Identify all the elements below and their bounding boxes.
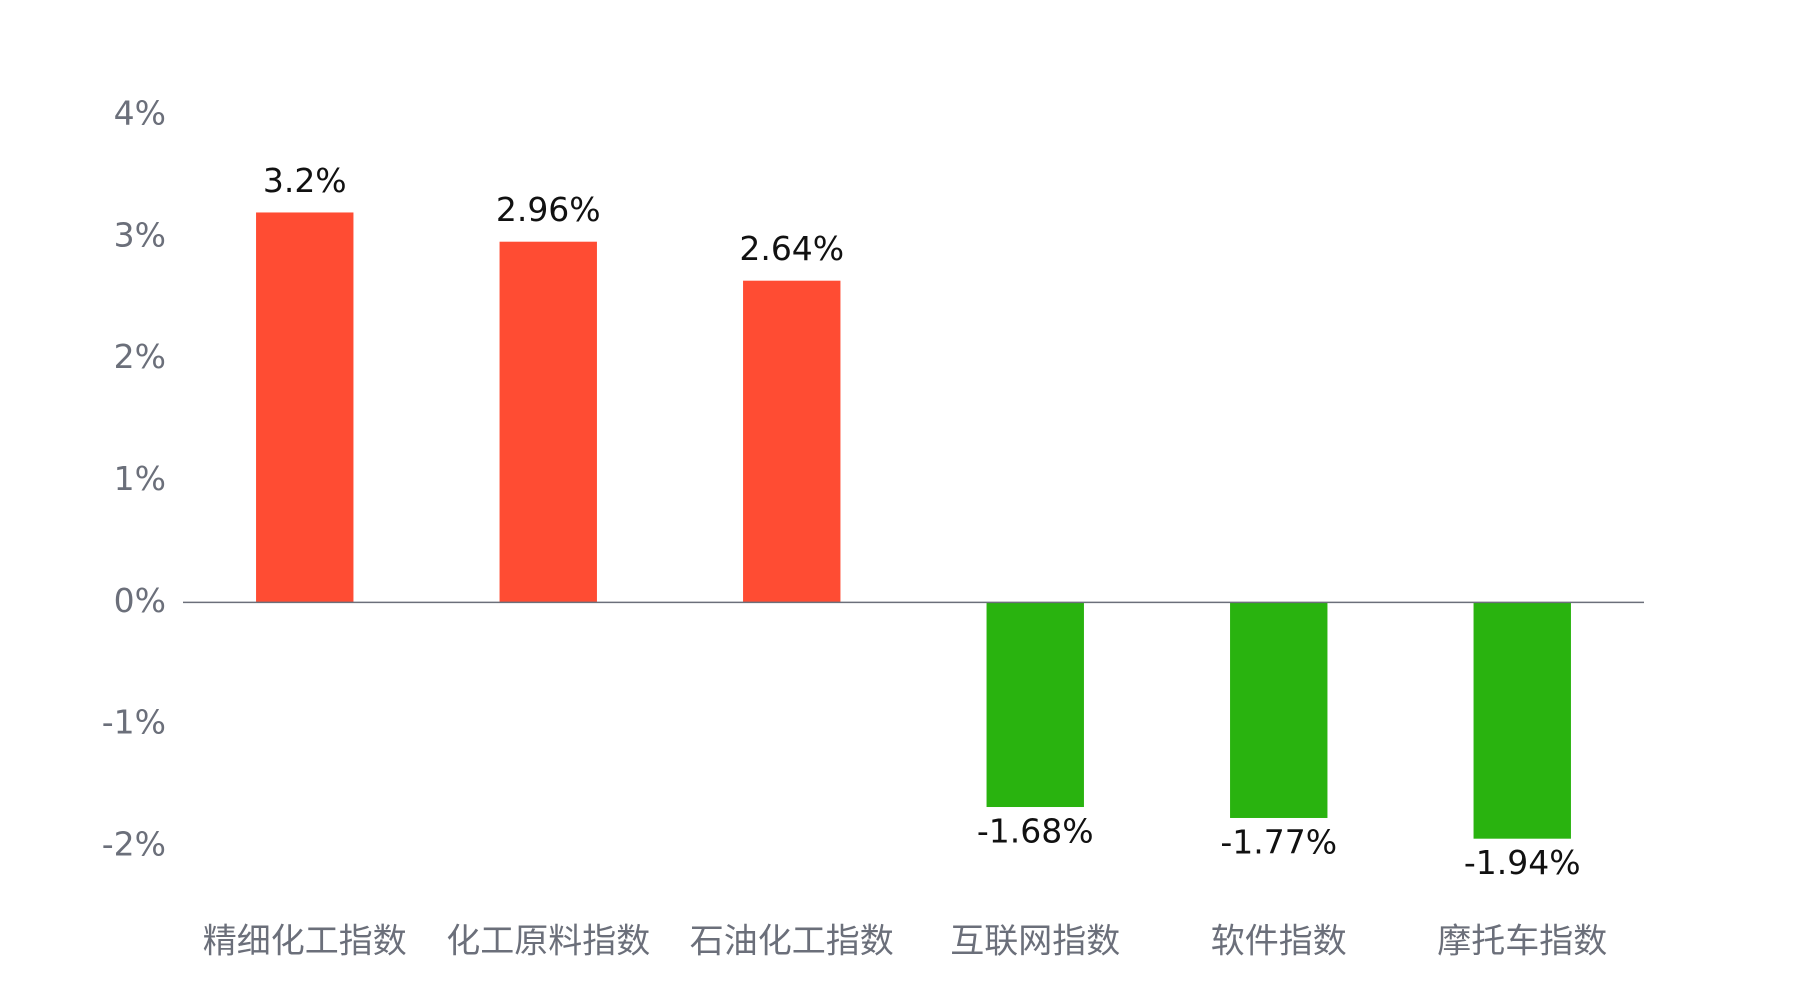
bar [1473,602,1571,839]
value-label: 2.96% [496,190,601,229]
x-tick-label: 石油化工指数 [690,922,894,962]
bar [743,280,841,603]
x-tick-label: 互联网指数 [950,922,1120,962]
y-tick-label: 2% [114,337,166,376]
value-label: -1.94% [1464,843,1581,882]
y-tick-label: 1% [114,459,166,498]
y-tick-label: 4% [114,94,166,133]
x-tick-label: 摩托车指数 [1437,922,1607,962]
y-tick-label: -2% [102,825,166,864]
value-label: 3.2% [263,161,347,200]
value-label: -1.68% [977,812,1094,851]
x-tick-label: 化工原料指数 [446,922,650,962]
value-label: -1.77% [1220,822,1337,861]
x-tick-label: 软件指数 [1211,922,1347,962]
bar [1230,602,1328,818]
x-tick-label: 精细化工指数 [203,922,407,962]
y-tick-label: 3% [114,215,166,254]
bar [499,241,597,603]
y-tick-label: -1% [102,703,166,742]
value-label: 2.64% [739,229,844,268]
bar [256,212,354,603]
bar [986,602,1084,808]
y-tick-label: 0% [114,581,166,620]
